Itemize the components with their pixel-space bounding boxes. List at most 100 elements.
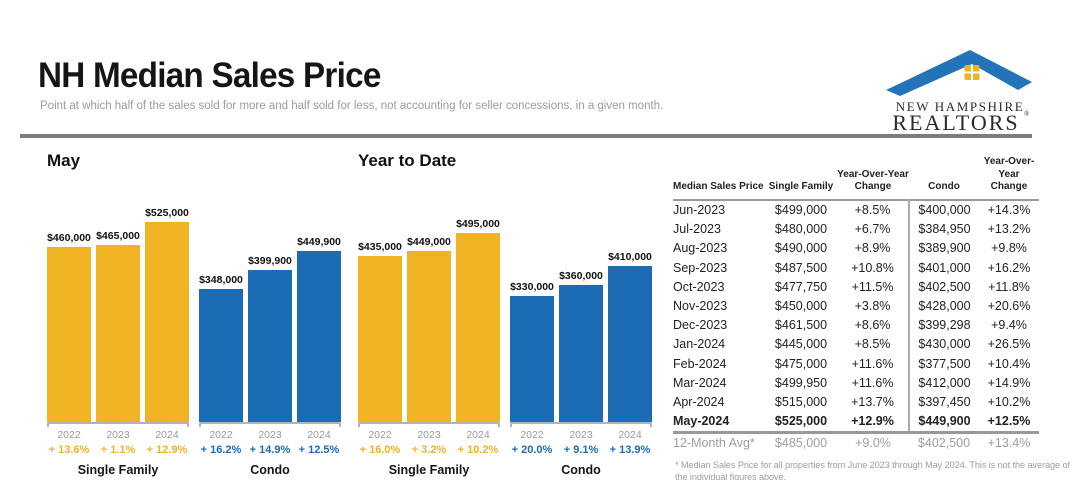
bar: [297, 250, 341, 422]
col-header-condo-yoy: Year-Over-Year Change: [983, 156, 1035, 192]
logo-line1: NEW HAMPSHIRE: [896, 99, 1025, 114]
chart-title-may: May: [47, 151, 81, 170]
table-row: Aug-2023 $490,000 +8.9% $389,900 +9.8%: [673, 238, 1039, 259]
bar-column: $449,900: [297, 236, 341, 422]
bar: [456, 233, 500, 422]
table-header-row: Median Sales Price Single Family Year-Ov…: [673, 156, 1039, 200]
yoy-label: + 14.9%: [249, 444, 291, 456]
bar-value-label: $460,000: [47, 231, 91, 244]
yoy-label: + 10.2%: [457, 444, 499, 456]
axis-bracket: [47, 422, 189, 427]
col-header-month: Median Sales Price: [673, 181, 764, 192]
bar-column: $465,000: [96, 230, 140, 422]
yoy-label: + 20.0%: [511, 444, 553, 456]
yoy-label: + 13.9%: [609, 444, 651, 456]
bar-value-label: $410,000: [608, 250, 652, 263]
yoy-label: + 12.5%: [298, 444, 340, 456]
bar-group-single-family: $435,000 $449,000 $495,000 2022 202: [358, 206, 500, 477]
year-labels: 2022 2023 2024: [47, 429, 189, 441]
yoy-labels: + 13.6% + 1.1% + 12.9%: [47, 444, 189, 456]
bar: [358, 256, 402, 422]
header-divider: [20, 134, 1032, 138]
year-label: 2022: [520, 429, 544, 441]
year-label: 2022: [368, 429, 392, 441]
group-label-condo: Condo: [250, 463, 290, 477]
bar-column: $348,000: [199, 274, 243, 422]
year-label: 2023: [417, 429, 441, 441]
bar-column: $410,000: [608, 251, 652, 422]
monthly-table: Median Sales Price Single Family Year-Ov…: [673, 156, 1039, 453]
group-label-single-family: Single Family: [77, 463, 159, 477]
yoy-label: + 12.9%: [146, 444, 188, 456]
nh-realtors-logo: NEW HAMPSHIRE REALTORS ®: [884, 44, 1040, 135]
year-labels: 2022 2023 2024: [510, 429, 652, 441]
col-header-sf-yoy: Year-Over-Year Change: [837, 168, 909, 193]
axis-bracket: [199, 422, 341, 427]
bar-value-label: $348,000: [199, 274, 243, 287]
year-label: 2023: [106, 429, 130, 441]
may-chart: May $460,000 $465,000 $525,000: [47, 151, 341, 477]
table-row: Sep-2023 $487,500 +10.8% $401,000 +16.2%: [673, 258, 1039, 278]
bar-value-label: $525,000: [145, 207, 189, 219]
logo-line2: REALTORS: [892, 110, 1019, 134]
table-row: Apr-2024 $515,000 +13.7% $397,450 +10.2%: [673, 392, 1039, 412]
col-header-single-family: Single Family: [768, 181, 834, 192]
yoy-label: + 1.1%: [100, 444, 136, 456]
year-label: 2024: [618, 429, 642, 441]
bar-value-label: $399,900: [248, 254, 292, 267]
bar: [248, 269, 292, 422]
yoy-labels: + 16.0% + 3.2% + 10.2%: [358, 444, 500, 456]
table-footnote: * Median Sales Price for all properties …: [675, 460, 1070, 480]
bar: [145, 222, 189, 422]
yoy-label: + 16.0%: [359, 444, 401, 456]
bar-column: $330,000: [510, 281, 554, 422]
axis-bracket: [358, 422, 500, 427]
year-labels: 2022 2023 2024: [199, 429, 341, 441]
page-title: NH Median Sales Price: [38, 56, 381, 95]
bar-value-label: $449,000: [407, 236, 451, 248]
bar-column: $360,000: [559, 270, 603, 422]
bar-group-single-family: $460,000 $465,000 $525,000 2022 202: [47, 206, 189, 477]
yoy-labels: + 20.0% + 9.1% + 13.9%: [510, 444, 652, 456]
table-row: Jan-2024 $445,000 +8.5% $430,000 +26.5%: [673, 334, 1039, 354]
group-label-condo: Condo: [561, 463, 601, 477]
table-row: Mar-2024 $499,950 +11.6% $412,000 +14.9%: [673, 373, 1039, 393]
bar-group-condo: $330,000 $360,000 $410,000 2022 202: [510, 206, 652, 477]
bar-column: $525,000: [145, 207, 189, 422]
yoy-label: + 16.2%: [200, 444, 242, 456]
bar: [199, 289, 243, 422]
table-row: Dec-2023 $461,500 +8.6% $399,298 +9.4%: [673, 315, 1039, 335]
yoy-label: + 13.6%: [48, 444, 90, 456]
bar: [510, 296, 554, 422]
col-header-condo: Condo: [928, 181, 960, 192]
bar-value-label: $435,000: [358, 241, 402, 254]
ytd-chart: Year to Date $435,000 $449,000 $495,000: [358, 151, 652, 477]
year-label: 2022: [209, 429, 233, 441]
table-row: Oct-2023 $477,750 +11.5% $402,500 +11.8%: [673, 277, 1039, 297]
table-row-current-month: May-2024 $525,000 +12.9% $449,900 +12.5%: [673, 411, 1039, 433]
year-label: 2023: [569, 429, 593, 441]
bar: [608, 265, 652, 422]
page-subtitle: Point at which half of the sales sold fo…: [40, 100, 664, 112]
bar-column: $460,000: [47, 232, 91, 422]
bar-value-label: $449,900: [297, 235, 341, 248]
year-labels: 2022 2023 2024: [358, 429, 500, 441]
axis-bracket: [510, 422, 652, 427]
house-roof-icon: NEW HAMPSHIRE REALTORS ®: [886, 50, 1032, 135]
year-label: 2022: [57, 429, 81, 441]
bar-column: $495,000: [456, 218, 500, 422]
bar: [407, 251, 451, 422]
year-label: 2024: [466, 429, 490, 441]
group-label-single-family: Single Family: [388, 463, 470, 477]
year-label: 2023: [258, 429, 282, 441]
bar-column: $399,900: [248, 255, 292, 422]
yoy-label: + 3.2%: [411, 444, 447, 456]
bar-value-label: $495,000: [456, 218, 500, 231]
bar: [47, 246, 91, 422]
table-row-12-month-avg: 12-Month Avg* $485,000 +9.0% $402,500 +13.4%: [673, 430, 1039, 453]
bar-value-label: $360,000: [559, 269, 603, 282]
table-row: Jun-2023 $499,000 +8.5% $400,000 +14.3%: [673, 199, 1039, 220]
bar-column: $435,000: [358, 241, 402, 422]
yoy-labels: + 16.2% + 14.9% + 12.5%: [199, 444, 341, 456]
